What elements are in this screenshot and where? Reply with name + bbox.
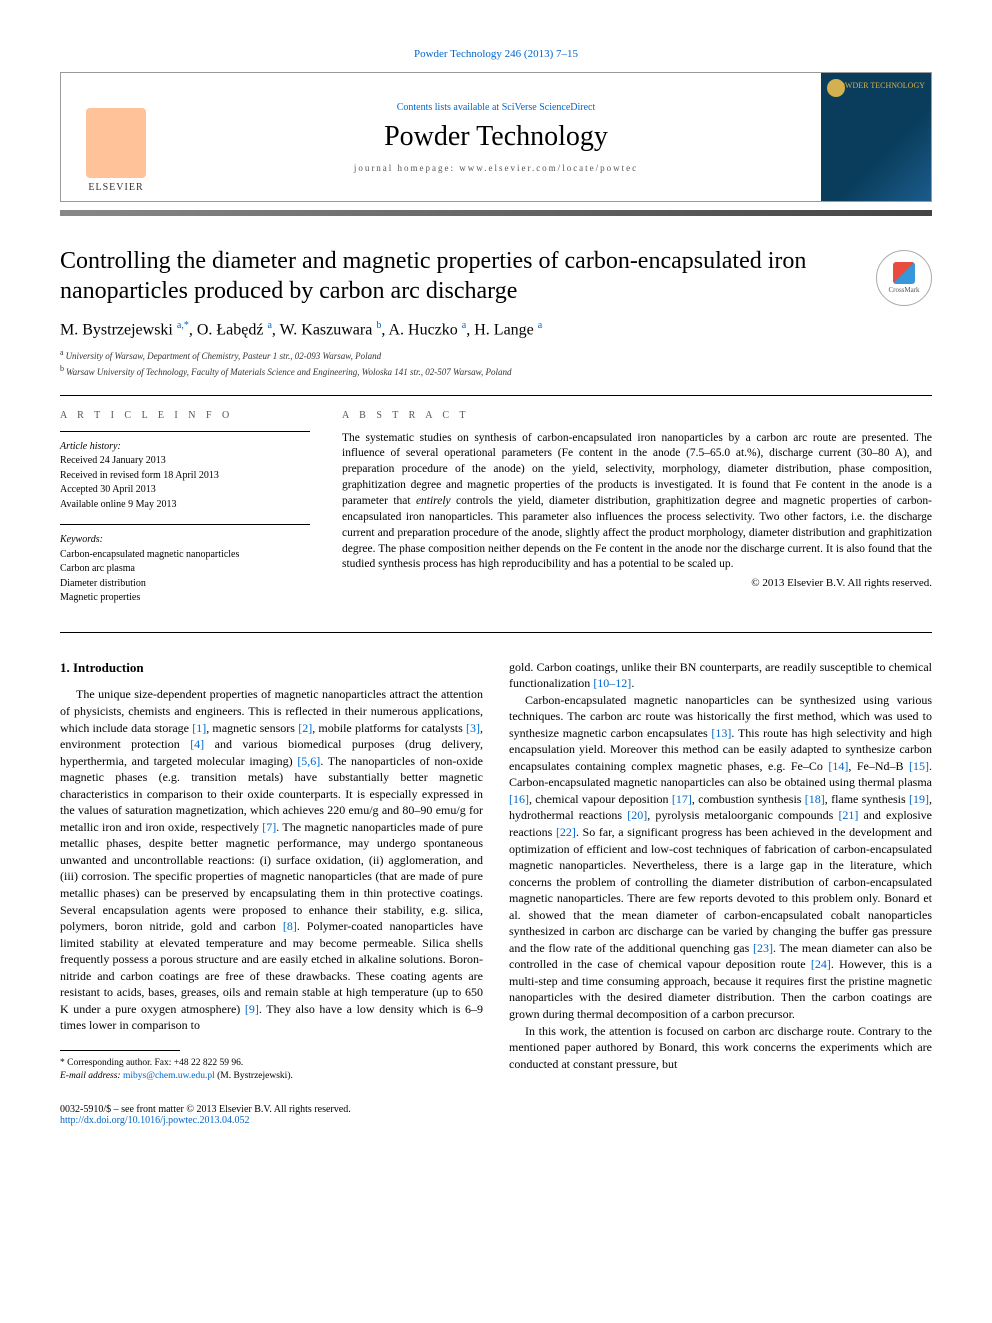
masthead-center: Contents lists available at SciVerse Sci… <box>171 94 821 181</box>
body-paragraph: The unique size-dependent properties of … <box>60 686 483 1033</box>
citation-ref[interactable]: [5,6] <box>297 754 320 768</box>
cover-badge-icon <box>827 79 845 97</box>
citation-ref[interactable]: [10–12] <box>593 676 631 690</box>
cover-thumb: POWDER TECHNOLOGY <box>821 73 931 201</box>
article-info-heading: A R T I C L E I N F O <box>60 410 310 421</box>
citation-ref[interactable]: [8] <box>283 919 297 933</box>
masthead-rule <box>60 210 932 216</box>
article-title: Controlling the diameter and magnetic pr… <box>60 246 860 306</box>
citation-ref[interactable]: [16] <box>509 792 529 806</box>
body-paragraph: gold. Carbon coatings, unlike their BN c… <box>509 659 932 692</box>
abstract-text: The systematic studies on synthesis of c… <box>342 431 932 574</box>
email-line: E-mail address: mibys@chem.uw.edu.pl (M.… <box>60 1070 483 1083</box>
citation-link[interactable]: Powder Technology 246 (2013) 7–15 <box>414 48 578 60</box>
citation-ref[interactable]: [22] <box>556 825 576 839</box>
citation-ref[interactable]: [19] <box>909 792 929 806</box>
citation-ref[interactable]: [17] <box>672 792 692 806</box>
abstract-col: A B S T R A C T The systematic studies o… <box>342 410 932 618</box>
authors-line: M. Bystrzejewski a,*, O. Łabędź a, W. Ka… <box>60 320 932 339</box>
body-col-right: gold. Carbon coatings, unlike their BN c… <box>509 659 932 1084</box>
journal-homepage: journal homepage: www.elsevier.com/locat… <box>171 163 821 173</box>
abstract-heading: A B S T R A C T <box>342 410 932 421</box>
citation-ref[interactable]: [24] <box>811 957 831 971</box>
bottom-meta: 0032-5910/$ – see front matter © 2013 El… <box>60 1104 932 1126</box>
doi-link[interactable]: http://dx.doi.org/10.1016/j.powtec.2013.… <box>60 1115 250 1126</box>
publisher-name: ELSEVIER <box>88 182 143 193</box>
citation-ref[interactable]: [23] <box>753 941 773 955</box>
citation-line: Powder Technology 246 (2013) 7–15 <box>60 48 932 60</box>
citation-ref[interactable]: [21] <box>838 808 858 822</box>
affiliations: a University of Warsaw, Department of Ch… <box>60 347 932 378</box>
journal-name: Powder Technology <box>171 121 821 153</box>
sciencedirect-link[interactable]: SciVerse ScienceDirect <box>502 102 596 113</box>
email-link[interactable]: mibys@chem.uw.edu.pl <box>123 1071 215 1081</box>
body-paragraph: Carbon-encapsulated magnetic nanoparticl… <box>509 692 932 1023</box>
corresponding-note: * Corresponding author. Fax: +48 22 822 … <box>60 1057 483 1070</box>
body-paragraph: In this work, the attention is focused o… <box>509 1023 932 1073</box>
article-info-col: A R T I C L E I N F O Article history: R… <box>60 410 310 618</box>
elsevier-tree-icon <box>86 108 146 178</box>
footnote-rule <box>60 1050 180 1051</box>
section-heading: 1. Introduction <box>60 659 483 677</box>
crossmark-icon <box>893 262 915 284</box>
citation-ref[interactable]: [7] <box>262 820 276 834</box>
citation-ref[interactable]: [13] <box>711 726 731 740</box>
history-block: Article history: Received 24 January 201… <box>60 431 310 513</box>
citation-ref[interactable]: [1] <box>192 721 206 735</box>
footnotes: * Corresponding author. Fax: +48 22 822 … <box>60 1057 483 1084</box>
body-col-left: 1. Introduction The unique size-dependen… <box>60 659 483 1084</box>
citation-ref[interactable]: [2] <box>298 721 312 735</box>
publisher-block: ELSEVIER <box>61 73 171 201</box>
masthead: ELSEVIER Contents lists available at Sci… <box>60 72 932 202</box>
abstract-copyright: © 2013 Elsevier B.V. All rights reserved… <box>342 577 932 589</box>
keywords-block: Keywords: Carbon-encapsulated magnetic n… <box>60 524 310 606</box>
citation-ref[interactable]: [4] <box>190 737 204 751</box>
citation-ref[interactable]: [18] <box>805 792 825 806</box>
crossmark-badge[interactable]: CrossMark <box>876 250 932 306</box>
citation-ref[interactable]: [14] <box>828 759 848 773</box>
citation-ref[interactable]: [3] <box>466 721 480 735</box>
citation-ref[interactable]: [20] <box>627 808 647 822</box>
issn-line: 0032-5910/$ – see front matter © 2013 El… <box>60 1104 351 1115</box>
citation-ref[interactable]: [15] <box>909 759 929 773</box>
citation-ref[interactable]: [9] <box>245 1002 259 1016</box>
contents-line: Contents lists available at SciVerse Sci… <box>171 102 821 113</box>
